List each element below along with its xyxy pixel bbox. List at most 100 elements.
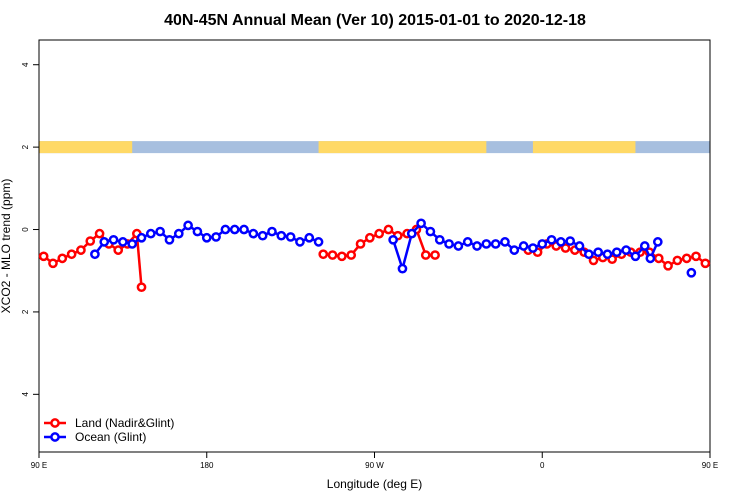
data-point — [611, 247, 622, 258]
chart-title: 40N-45N Annual Mean (Ver 10) 2015-01-01 … — [164, 12, 586, 29]
data-point — [113, 245, 124, 255]
data-point — [556, 237, 566, 247]
x-axis-label: Longitude (deg E) — [327, 477, 422, 491]
y-tick-label: 4 — [21, 62, 30, 67]
data-point — [257, 230, 268, 241]
data-point — [560, 243, 571, 253]
data-point — [406, 228, 417, 239]
x-tick-label: 180 — [200, 461, 214, 470]
x-tick-label: 0 — [540, 461, 545, 470]
data-point — [518, 241, 529, 251]
axis-ticks: 90 E 180 90 W 0 90 E 4 2 0 2 4 — [21, 62, 718, 470]
legend-label: Ocean (Glint) — [75, 430, 146, 444]
data-point — [653, 253, 664, 264]
data-point — [276, 230, 287, 241]
data-point — [364, 232, 375, 243]
data-point — [248, 228, 259, 239]
data-point — [136, 232, 147, 243]
data-point — [145, 228, 156, 239]
data-point — [700, 258, 711, 269]
data-point — [304, 232, 315, 243]
data-point — [583, 249, 594, 260]
data-point — [630, 251, 641, 262]
legend-label: Land (Nadir&Glint) — [75, 416, 174, 430]
data-point — [99, 237, 110, 247]
x-tick-label: 90 W — [365, 461, 384, 470]
land-band-segment — [318, 141, 487, 154]
data-point — [229, 224, 240, 235]
data-point — [565, 236, 576, 246]
data-point — [444, 239, 454, 249]
data-point — [313, 237, 324, 247]
data-point — [588, 255, 599, 266]
x-tick-label: 90 E — [31, 461, 47, 470]
data-point — [500, 237, 510, 247]
data-point — [462, 237, 473, 247]
data-point — [327, 250, 338, 260]
data-point — [108, 234, 119, 245]
data-point — [416, 218, 426, 229]
data-point — [691, 251, 701, 262]
data-point — [472, 241, 482, 251]
data-point — [173, 228, 184, 239]
data-point — [295, 237, 305, 247]
data-point — [38, 251, 49, 262]
data-point — [374, 228, 385, 239]
data-point — [136, 282, 147, 293]
series-layer — [38, 218, 711, 293]
data-point — [127, 239, 138, 249]
data-point — [602, 249, 613, 260]
data-point — [453, 241, 464, 251]
series-ocean-glint- — [90, 218, 697, 278]
y-tick-label: 0 — [21, 227, 30, 232]
data-point — [118, 237, 128, 247]
data-point — [397, 263, 408, 274]
x-tick-label: 90 E — [702, 461, 718, 470]
data-point — [434, 234, 445, 245]
data-point — [672, 255, 683, 266]
data-point — [383, 224, 394, 235]
y-tick-label: 4 — [21, 392, 30, 397]
data-point — [528, 243, 538, 253]
data-point — [621, 245, 631, 255]
data-point — [645, 253, 656, 264]
land-mask-band — [39, 141, 710, 154]
data-point — [183, 220, 193, 231]
y-tick-label: 2 — [21, 144, 30, 149]
data-point — [639, 241, 650, 251]
data-point — [66, 249, 77, 260]
data-point — [490, 239, 501, 249]
data-point — [546, 234, 557, 245]
data-point — [388, 234, 398, 245]
data-point — [220, 224, 231, 235]
data-point — [481, 239, 492, 249]
data-point — [57, 253, 68, 264]
land-band-segment — [532, 141, 636, 154]
data-point — [593, 247, 604, 258]
data-point — [681, 253, 692, 264]
data-point — [346, 250, 357, 260]
data-point — [155, 226, 166, 237]
data-point — [76, 245, 86, 255]
data-point — [574, 241, 585, 251]
data-point — [239, 224, 249, 235]
data-point — [201, 232, 212, 243]
legend-marker — [50, 432, 60, 442]
legend: Land (Nadir&Glint)Ocean (Glint) — [44, 416, 174, 444]
legend-marker — [50, 418, 60, 428]
data-point — [430, 250, 440, 260]
data-point — [686, 267, 697, 278]
data-point — [420, 250, 431, 260]
data-point — [318, 249, 329, 260]
data-point — [337, 251, 347, 262]
data-point — [85, 236, 96, 246]
data-point — [425, 226, 436, 237]
data-point — [267, 226, 277, 237]
data-point — [164, 234, 175, 245]
data-point — [537, 239, 548, 249]
data-point — [355, 239, 366, 249]
land-band-segment — [39, 141, 133, 154]
data-point — [90, 249, 100, 260]
data-point — [285, 232, 296, 242]
